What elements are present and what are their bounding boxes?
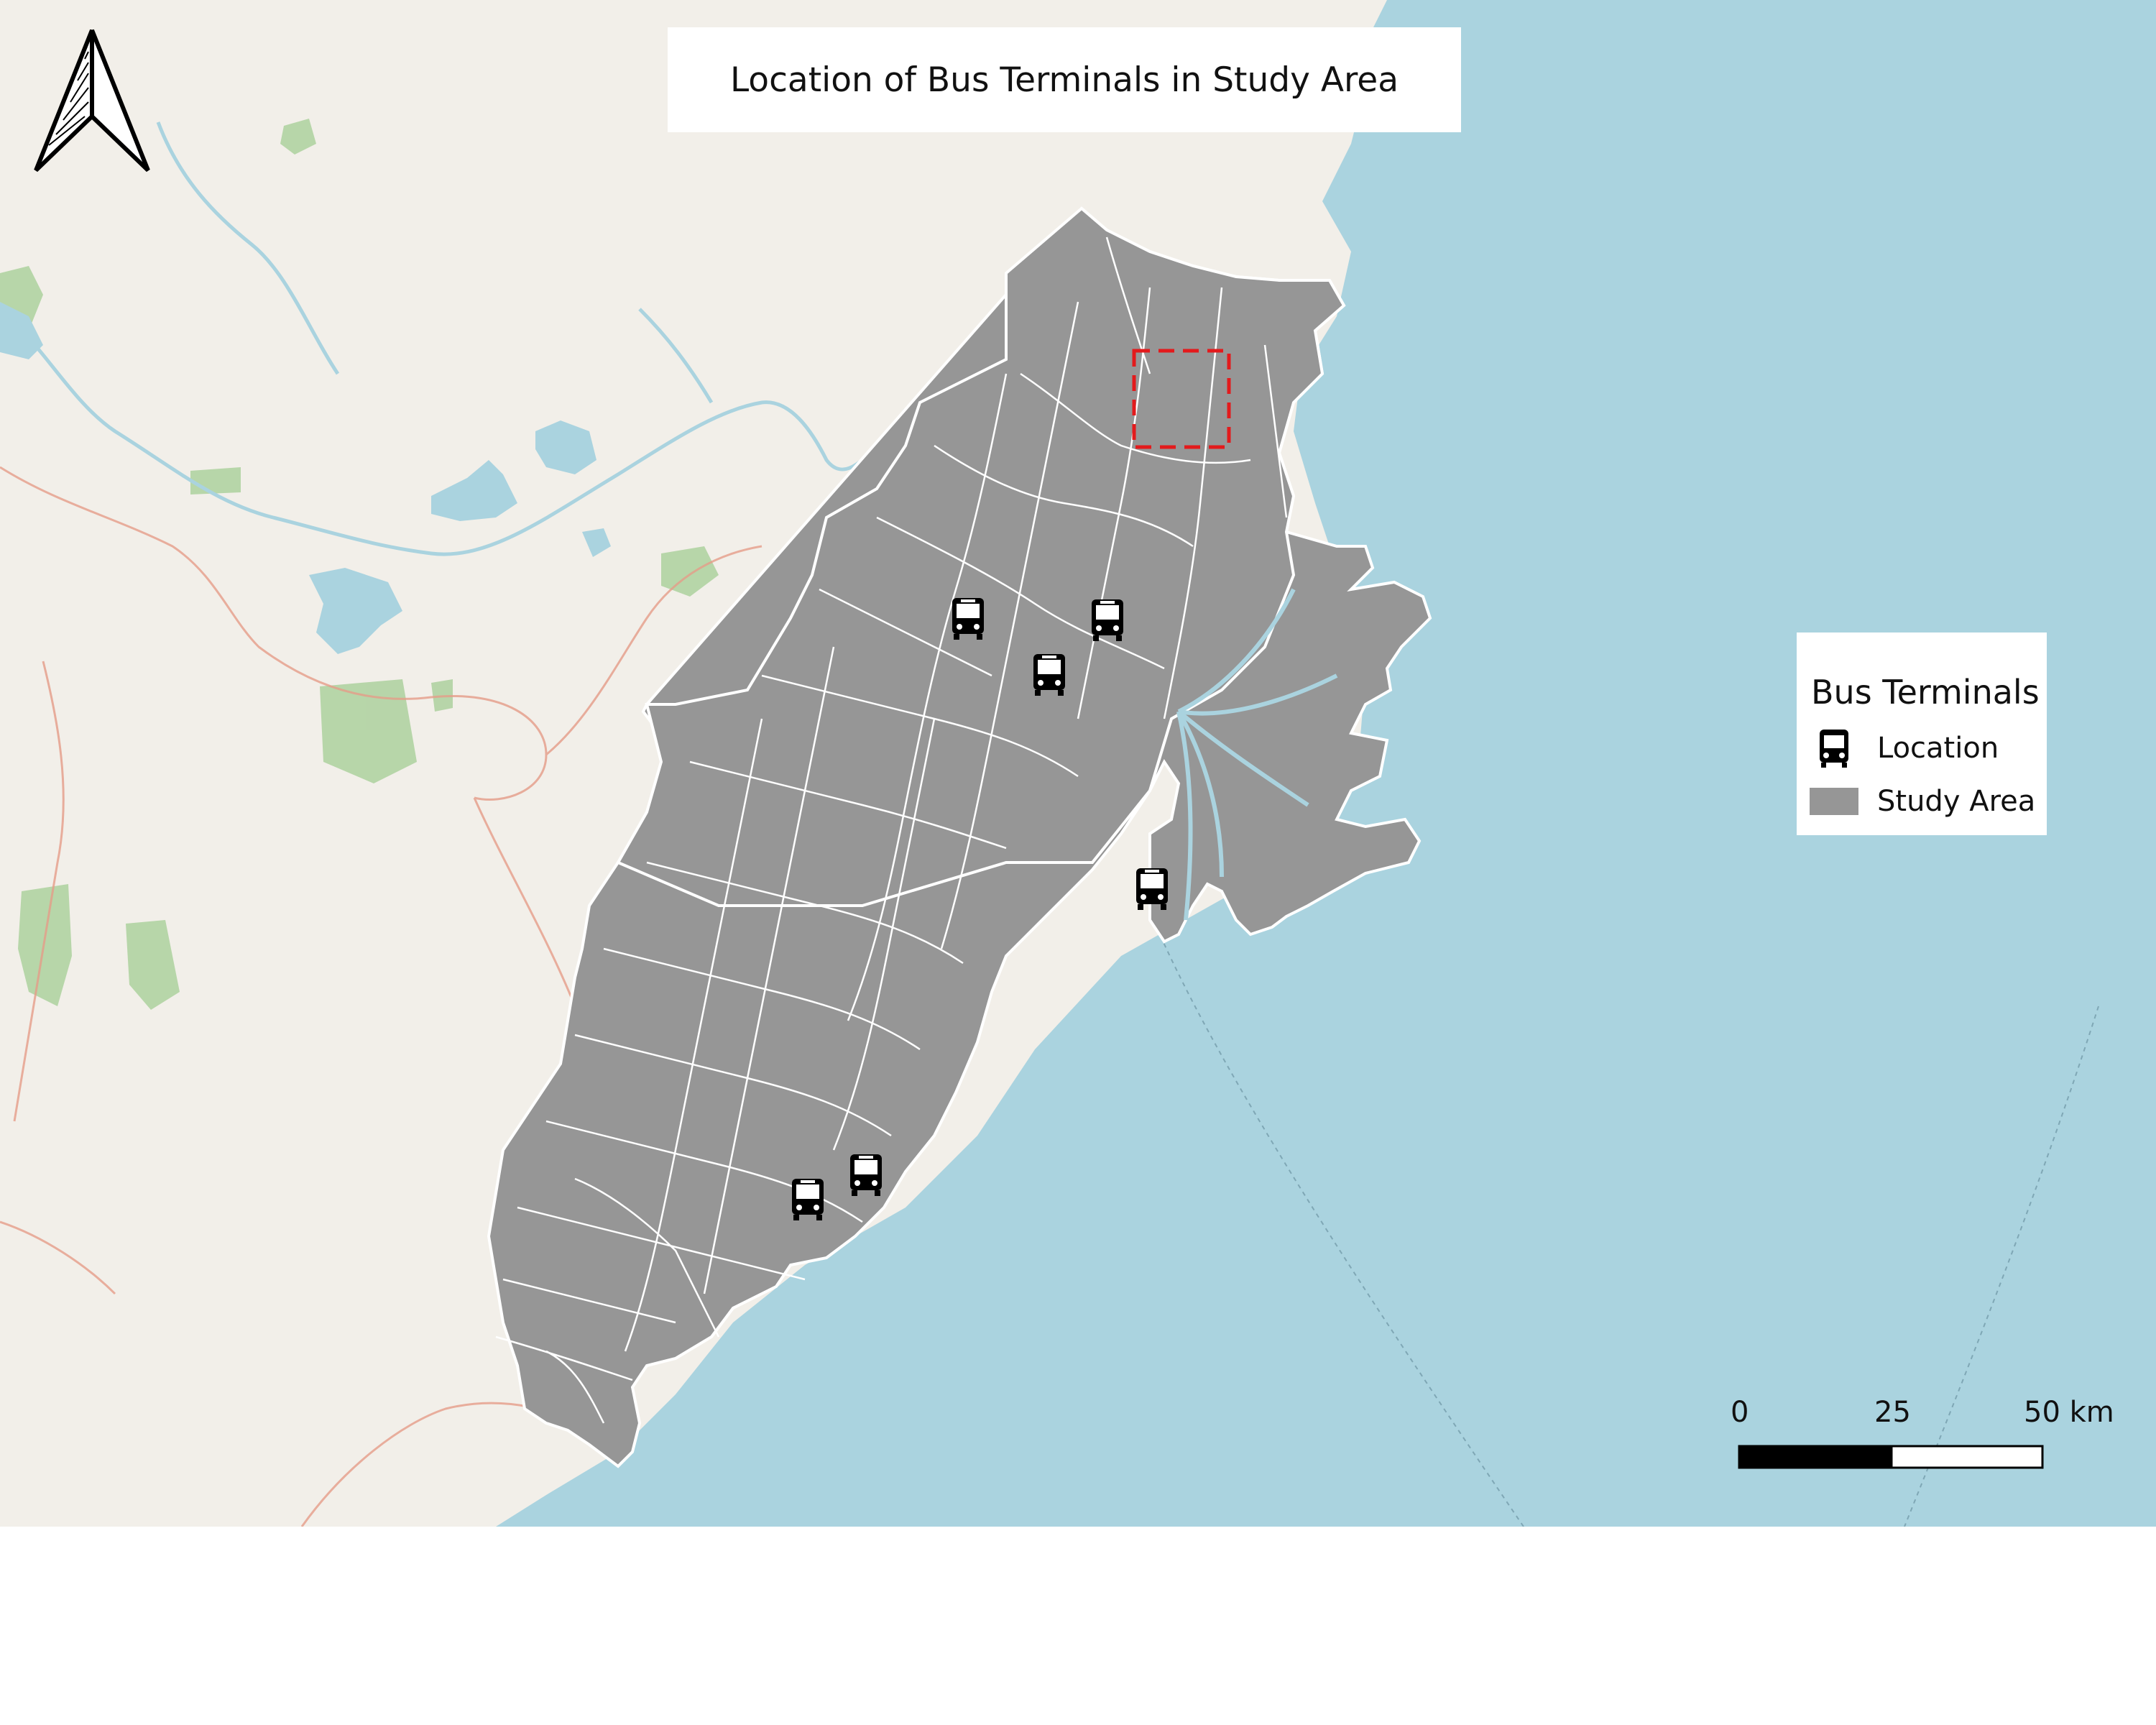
bus-terminal-markers — [792, 598, 1168, 1220]
study-area-swatch — [1810, 788, 1858, 815]
legend-label-location: Location — [1877, 732, 1999, 765]
scale-label-25: 25 — [1874, 1396, 1911, 1429]
legend-item-study-area: Study Area — [1810, 785, 2035, 818]
legend-title: Bus Terminals — [1811, 673, 2040, 712]
bus-icon — [1033, 654, 1065, 696]
legend: Bus Terminals Location Study Area — [1797, 632, 2047, 835]
study-area — [487, 206, 1432, 1468]
bus-icon — [952, 598, 984, 640]
legend-item-location: Location — [1810, 727, 1999, 769]
scale-label-0: 0 — [1731, 1396, 1749, 1429]
park-areas — [0, 119, 719, 1010]
map-title: Location of Bus Terminals in Study Area — [729, 60, 1399, 100]
map-title-box: Location of Bus Terminals in Study Area — [668, 27, 1461, 132]
admin-boundaries — [0, 466, 763, 1527]
bus-icon — [1136, 868, 1168, 910]
study-area-north-lobe — [616, 206, 1346, 907]
shipping-lanes — [1153, 919, 2099, 1527]
bus-icon — [1820, 730, 1848, 768]
river-delta — [1176, 588, 1338, 921]
bus-icon — [1092, 599, 1123, 641]
sea — [496, 0, 2156, 1527]
legend-label-study-area: Study Area — [1877, 785, 2036, 818]
north-arrow-icon — [34, 29, 150, 172]
bus-icon — [850, 1154, 882, 1196]
bus-icon — [792, 1179, 824, 1220]
scale-label-50: 50 km — [2024, 1396, 2114, 1429]
scale-bar — [1738, 1445, 2044, 1469]
